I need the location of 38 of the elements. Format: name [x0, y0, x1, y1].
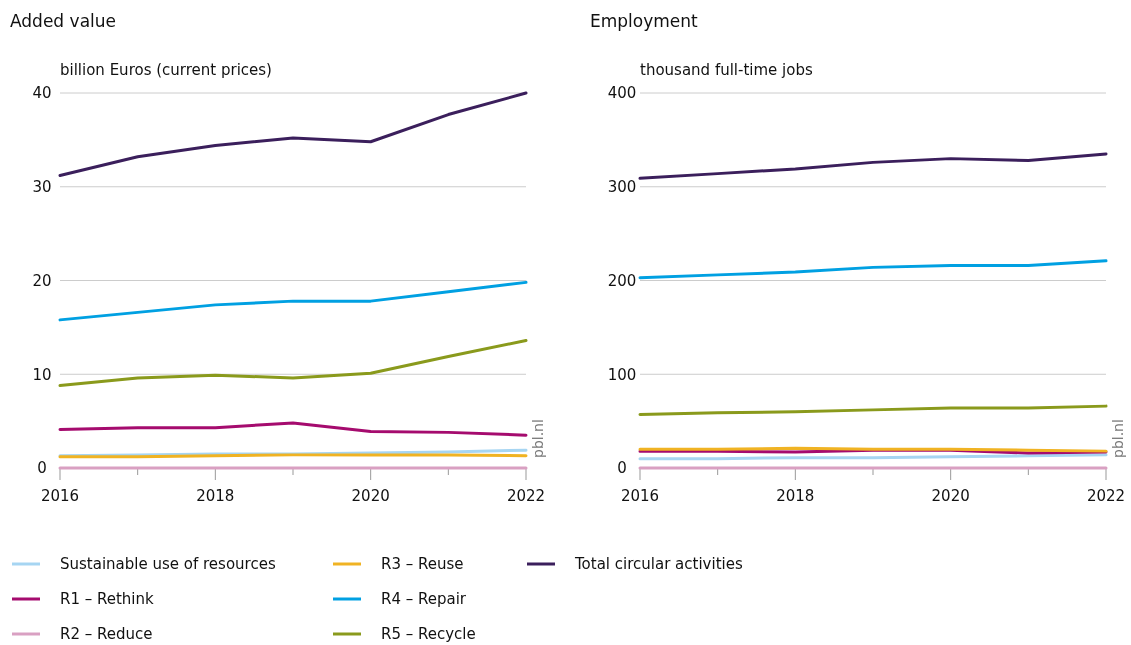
legend-label: Total circular activities: [574, 555, 743, 574]
y-tick-label: 20: [32, 271, 52, 290]
y-axis-title: thousand full-time jobs: [640, 61, 813, 79]
x-tick-label: 2022: [1086, 487, 1126, 505]
y-tick-label: 200: [607, 271, 637, 290]
legend-label: R1 – Rethink: [60, 590, 155, 609]
line-series: [58, 339, 528, 387]
chart-title: Employment: [590, 11, 699, 31]
line-series: [58, 421, 528, 437]
text: pbl.nl: [530, 419, 546, 458]
x-tick-label: 2016: [40, 487, 80, 505]
x-tick-label: 2022: [506, 487, 546, 505]
line-series: [58, 91, 528, 177]
text: pbl.nl: [1110, 419, 1126, 458]
x-tick-label: 2018: [196, 487, 235, 505]
line-series: [638, 152, 1108, 180]
y-tick-label: 100: [607, 365, 637, 384]
legend-label: Sustainable use of resources: [60, 555, 276, 574]
y-axis-title: billion Euros (current prices): [60, 61, 272, 79]
line-series: [638, 259, 1108, 280]
legend-label: R4 – Repair: [381, 590, 467, 609]
legend-label: R3 – Reuse: [381, 555, 464, 574]
y-tick-label: 0: [37, 459, 47, 478]
y-tick-label: 10: [32, 365, 52, 384]
y-tick-label: 400: [607, 84, 637, 103]
x-tick-label: 2016: [620, 487, 660, 505]
y-tick-label: 30: [32, 178, 52, 196]
legend-label: R5 – Recycle: [381, 625, 476, 644]
chart-title: Added value: [10, 11, 117, 31]
x-tick-label: 2020: [931, 487, 970, 505]
x-tick-label: 2018: [776, 487, 815, 505]
y-tick-label: 300: [607, 178, 637, 196]
legend-label: R2 – Reduce: [60, 625, 153, 644]
x-tick-label: 2020: [351, 487, 390, 505]
y-tick-label: 40: [32, 84, 52, 103]
line-series: [638, 404, 1108, 417]
y-tick-label: 0: [617, 459, 627, 478]
line-series: [58, 280, 528, 322]
